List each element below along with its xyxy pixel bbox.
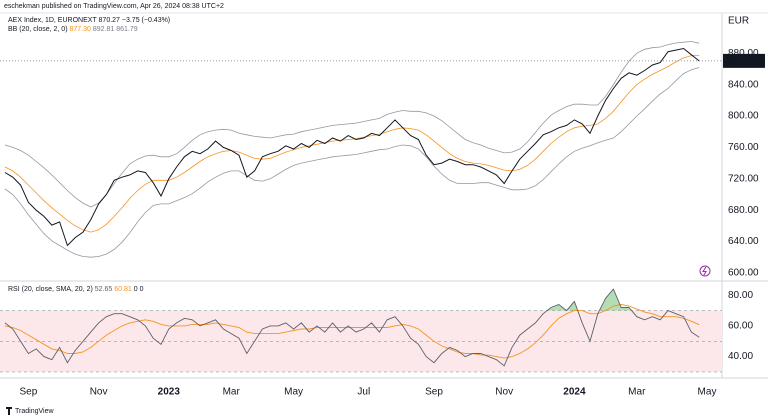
- time-label: Sep: [425, 387, 443, 398]
- time-label: Sep: [20, 387, 38, 398]
- event-icon[interactable]: [699, 265, 711, 277]
- quote: 870.27 −3.75 (−0.43%): [99, 17, 171, 24]
- rsi-lower: 0: [140, 286, 144, 293]
- rsi-tick-label: 40.00: [728, 351, 753, 362]
- bb-band-line: [4, 67, 700, 258]
- rsi-line: [4, 288, 700, 367]
- rsi-sma-line: [4, 304, 700, 359]
- rsi-tick-label: 80.00: [728, 290, 753, 301]
- bb-upper: 892.81: [93, 26, 115, 33]
- price-line: [4, 47, 700, 247]
- symbol: AEX Index, 1D, EURONEXT: [8, 17, 97, 24]
- event-icon-bolt: [702, 266, 707, 276]
- price-tick-label: 880.00: [728, 48, 759, 59]
- currency: EUR: [728, 16, 749, 27]
- time-label: May: [698, 387, 717, 398]
- price-tick-label: 840.00: [728, 79, 759, 90]
- price-tick-label: 800.00: [728, 111, 759, 122]
- brand: TradingView: [6, 407, 54, 415]
- published-line: eschekman published on TradingView.com, …: [4, 3, 224, 10]
- time-label: Jul: [357, 387, 370, 398]
- rsi-value: 52.65: [95, 286, 113, 293]
- time-label: Mar: [628, 387, 646, 398]
- bb-name: BB (20, close, 2, 0): [8, 26, 68, 33]
- symbol-legend: AEX Index, 1D, EURONEXT 870.27 −3.75 (−0…: [8, 17, 170, 24]
- time-label: Nov: [495, 387, 513, 398]
- price-tick-label: 760.00: [728, 142, 759, 153]
- price-tick-label: 720.00: [728, 173, 759, 184]
- rsi-name: RSI (20, close, SMA, 20, 2): [8, 286, 93, 293]
- time-label: Nov: [90, 387, 108, 398]
- bb-lower: 861.79: [116, 26, 138, 33]
- time-label: May: [284, 387, 303, 398]
- price-tick-label: 640.00: [728, 236, 759, 247]
- time-label: 2024: [563, 387, 586, 398]
- rsi-sma: 60.81: [114, 286, 132, 293]
- rsi-legend: RSI (20, close, SMA, 20, 2) 52.65 60.81 …: [8, 286, 144, 293]
- price-tick-label: 680.00: [728, 205, 759, 216]
- price-tick-label: 600.00: [728, 268, 759, 279]
- bb-band-line: [4, 41, 700, 208]
- last-price-label: 870.27: [727, 56, 758, 67]
- bb-legend: BB (20, close, 2, 0) 877.30 892.81 861.7…: [8, 26, 138, 33]
- rsi-tick-label: 60.00: [728, 321, 753, 332]
- time-label: Mar: [223, 387, 241, 398]
- rsi-upper: 0: [134, 286, 138, 293]
- brand-name: TradingView: [15, 408, 54, 415]
- last-price-tag: [723, 53, 765, 68]
- brand-logo: [6, 407, 12, 415]
- time-label: 2023: [158, 387, 181, 398]
- bb-basis: 877.30: [69, 26, 91, 33]
